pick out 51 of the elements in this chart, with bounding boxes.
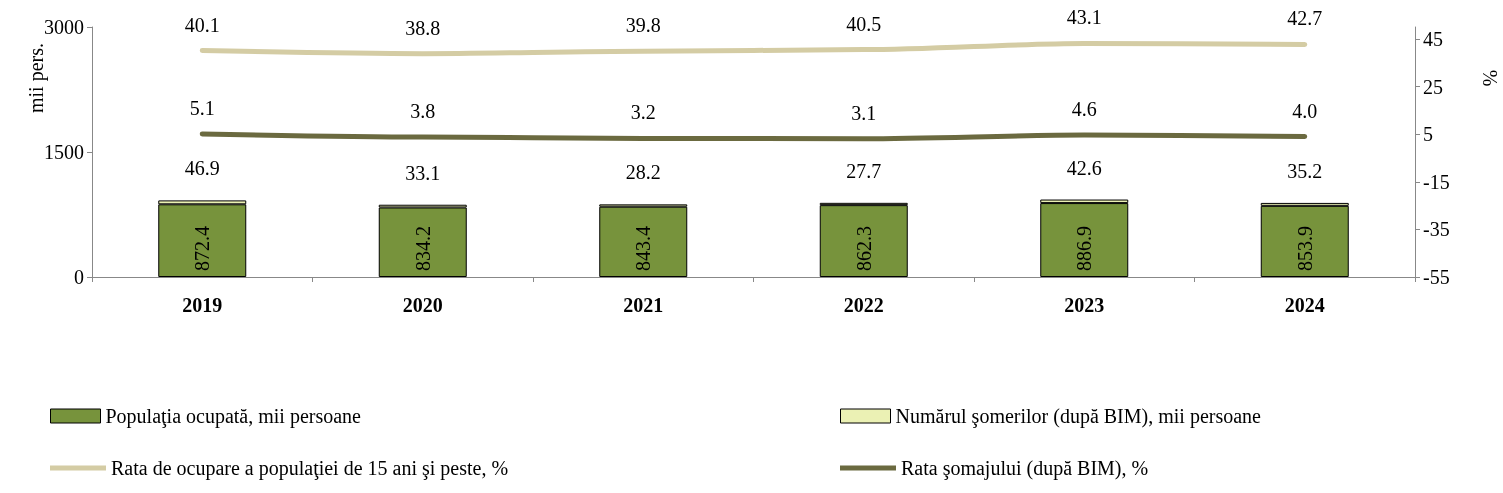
bar — [819, 205, 908, 277]
y2-tick-label: -35 — [1423, 218, 1450, 241]
y-tick-label: 1500 — [44, 141, 84, 163]
y-tick-label: 3000 — [44, 16, 84, 38]
bar — [599, 206, 688, 277]
data-label: 35.2 — [1287, 159, 1323, 182]
data-label: 5.1 — [189, 96, 215, 119]
bar — [1260, 205, 1349, 277]
x-tick-label: 2024 — [1284, 294, 1325, 316]
data-label: 33.1 — [405, 161, 441, 184]
y-axis-title: mii pers. — [25, 43, 48, 113]
data-label: 27.7 — [846, 159, 882, 182]
y-tick-label: 0 — [74, 266, 84, 288]
data-label: 886.9 — [1073, 226, 1096, 271]
data-label: 46.9 — [184, 157, 220, 180]
data-label: 3.1 — [851, 101, 877, 124]
data-label: 38.8 — [405, 16, 441, 39]
data-label: 3.2 — [630, 101, 656, 124]
legend-label: Rata şomajului (după BIM), % — [901, 457, 1149, 480]
data-label: 39.8 — [625, 14, 661, 37]
legend-label: Numărul şomerilor (după BIM), mii persoane — [895, 405, 1262, 428]
y2-axis-title: % — [1479, 69, 1501, 87]
data-label: 3.8 — [410, 100, 436, 122]
data-label: 42.7 — [1287, 7, 1323, 30]
data-label: 834.2 — [411, 226, 434, 271]
y2-tick-label: -55 — [1423, 266, 1450, 288]
bar — [158, 204, 247, 277]
legend-label: Rata de ocupare a populaţiei de 15 ani şi peste, % — [111, 457, 509, 480]
y2-tick-label: 45 — [1423, 27, 1443, 50]
data-label: 862.3 — [852, 226, 875, 271]
y2-tick-label: -15 — [1423, 170, 1450, 193]
bar — [378, 207, 467, 277]
data-label: 872.4 — [191, 226, 214, 271]
data-label: 43.1 — [1066, 6, 1102, 29]
data-label: 853.9 — [1293, 226, 1316, 271]
data-label: 4.0 — [1292, 99, 1318, 122]
x-tick-label: 2020 — [402, 294, 443, 316]
y2-tick-label: 5 — [1423, 123, 1433, 146]
data-label: 28.2 — [625, 161, 661, 184]
x-tick-label: 2023 — [1064, 294, 1105, 316]
bar — [1040, 203, 1129, 277]
data-label: 40.5 — [846, 12, 882, 35]
data-label: 42.6 — [1066, 156, 1102, 179]
x-tick-label: 2022 — [843, 294, 884, 316]
data-label: 4.6 — [1071, 98, 1097, 121]
x-tick-label: 2019 — [182, 294, 223, 316]
data-label: 843.4 — [632, 226, 655, 271]
x-tick-label: 2021 — [623, 294, 664, 316]
legend-label: Populaţia ocupată, mii persoane — [105, 405, 362, 428]
data-label: 40.1 — [184, 13, 220, 36]
y2-tick-label: 25 — [1423, 75, 1443, 98]
